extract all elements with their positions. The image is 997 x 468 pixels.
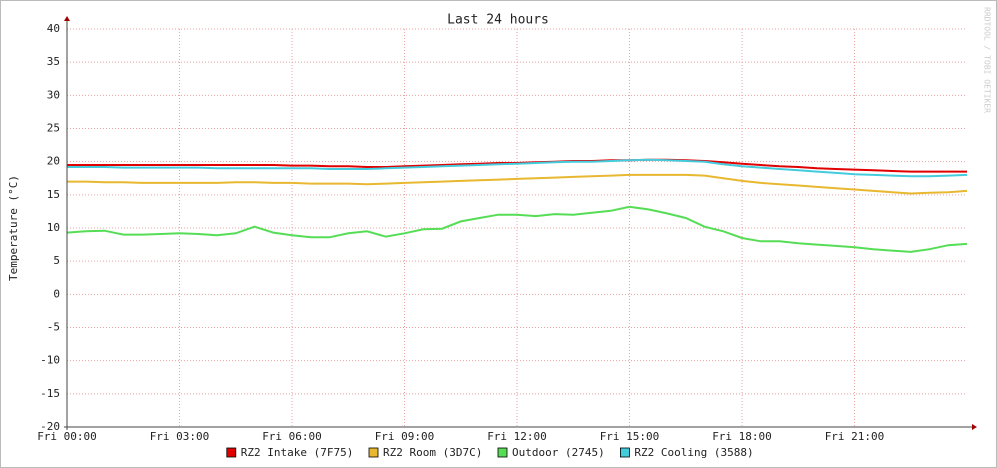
y-axis-label: Temperature (°C) bbox=[7, 175, 20, 281]
series-line bbox=[67, 158, 968, 178]
legend: RZ2 Intake (7F75) RZ2 Room (3D7C) Outdoor … bbox=[226, 446, 754, 459]
y-tick-label: 30 bbox=[47, 88, 60, 101]
axis-arrow bbox=[64, 16, 70, 21]
y-tick-label: 20 bbox=[47, 155, 60, 168]
y-tick-label: -10 bbox=[40, 354, 60, 367]
y-tick-label: 10 bbox=[47, 221, 60, 234]
legend-label: RZ2 Cooling (3588) bbox=[634, 446, 753, 459]
legend-label: RZ2 Intake (7F75) bbox=[241, 446, 354, 459]
y-tick-label: 25 bbox=[47, 122, 60, 135]
y-tick-label: 35 bbox=[47, 55, 60, 68]
x-tick-label: Fri 12:00 bbox=[487, 430, 547, 443]
x-tick-label: Fri 09:00 bbox=[375, 430, 435, 443]
y-tick-label: -15 bbox=[40, 387, 60, 400]
y-tick-label: -5 bbox=[47, 321, 60, 334]
x-tick-label: Fri 18:00 bbox=[712, 430, 772, 443]
legend-swatch bbox=[368, 447, 379, 458]
x-tick-label: Fri 21:00 bbox=[825, 430, 885, 443]
legend-label: RZ2 Room (3D7C) bbox=[383, 446, 482, 459]
chart-title: Last 24 hours bbox=[447, 13, 549, 28]
y-tick-label: -20 bbox=[40, 420, 60, 433]
axes: -20 -15 -10 -5 0 5 10 15 20 25 30 35 40 Fri 00:00 Fri … bbox=[37, 16, 977, 443]
series-line bbox=[67, 173, 968, 195]
legend-swatch bbox=[620, 447, 630, 458]
legend-label: Outdoor (2745) bbox=[512, 446, 605, 459]
y-tick-label: 40 bbox=[47, 22, 60, 35]
axis-arrow bbox=[972, 424, 977, 430]
y-tick-label: 0 bbox=[53, 287, 60, 300]
legend-swatch bbox=[497, 447, 508, 458]
plot bbox=[66, 158, 968, 253]
x-tick-label: Fri 06:00 bbox=[262, 430, 322, 443]
legend-swatch bbox=[226, 447, 237, 458]
x-tick-label: Fri 00:00 bbox=[37, 430, 97, 443]
y-tick-label: 15 bbox=[47, 188, 60, 201]
x-tick-label: Fri 15:00 bbox=[600, 430, 660, 443]
y-tick-label: 5 bbox=[53, 254, 60, 267]
series-line bbox=[66, 205, 968, 253]
x-tick-label: Fri 03:00 bbox=[150, 430, 210, 443]
watermark: RRDTOOL / TOBI OETIKER bbox=[983, 7, 992, 113]
